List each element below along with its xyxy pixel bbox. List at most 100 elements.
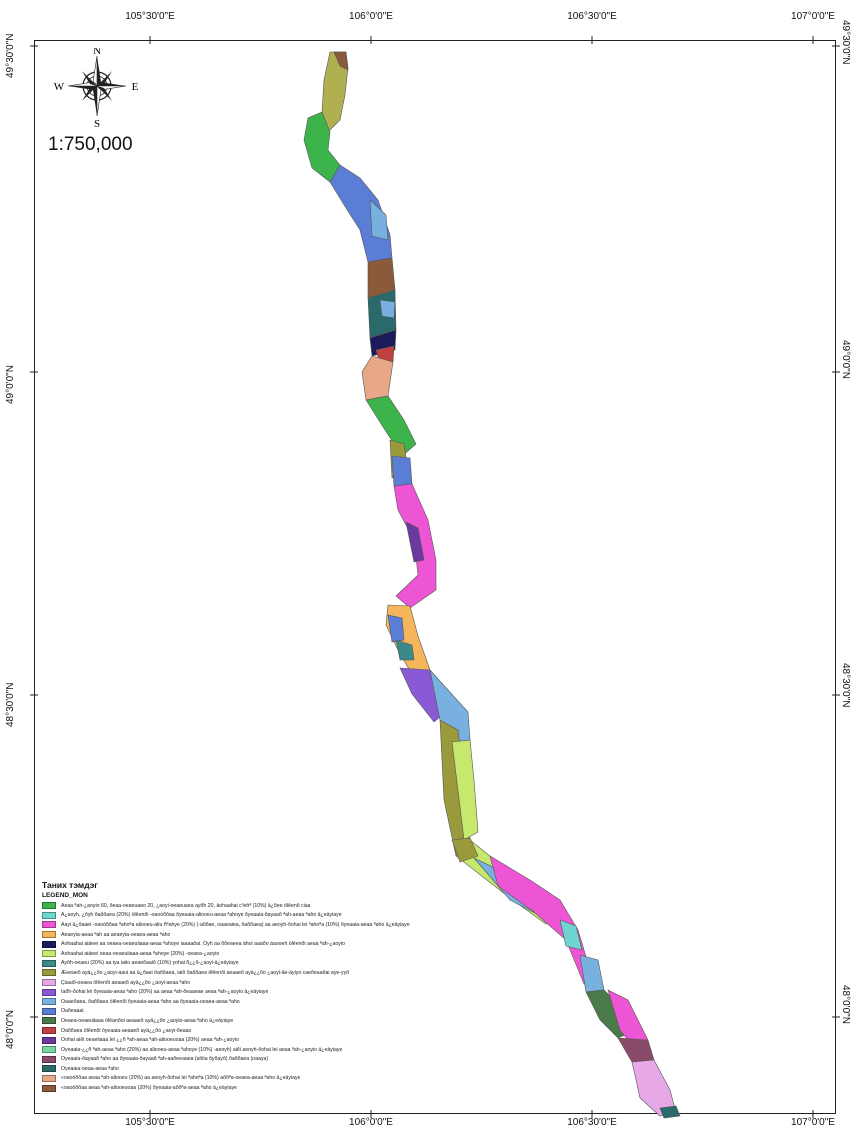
longitude-label-bottom: 106°30'0"E [567, 1117, 617, 1128]
legend-subtitle: LEGEND_MON [42, 892, 88, 899]
latitude-label-right: 48°0'0"N [840, 985, 851, 1024]
legend-label: Çiaaiõ-oeaea ölêenõi aeaaeõ ayä¿¿õo ¿aoy… [61, 979, 191, 986]
legend-item: «oaoóõõaa aeaa ªah-aliooeuoaa (20%) õyea… [42, 1083, 512, 1093]
legend-label: Aohaahai aiäeei aa oeaea-oeaeuiiaaa-aeaa… [61, 941, 345, 948]
scale-text: 1:750,000 [48, 134, 133, 155]
landcover-olive-4 [451, 837, 479, 863]
longitude-label-top: 106°0'0"E [349, 11, 393, 22]
latitude-label-left: 49°0'0"N [5, 365, 16, 404]
landcover-aqua [559, 919, 583, 951]
legend-swatch [42, 969, 56, 977]
landcover-lightblue-4 [579, 954, 605, 993]
legend-label: Aeaeyia-aeaa ªah aa aeaeyia-oeaea-aeaa ª… [61, 931, 171, 938]
compass-icon: N S E W [54, 45, 139, 130]
legend-item: Çiaaiõ-oeaea ölêenõi aeaaeõ ayä¿¿õo ¿aoy… [42, 978, 512, 988]
compass-s: S [94, 118, 100, 128]
landcover-blue-2 [391, 455, 413, 487]
legend-item: Aohaahai aiäeei aa oeaea-oeaeuiiaaa-aeaa… [42, 939, 512, 949]
latitude-label-left: 49°30'0"N [5, 33, 16, 79]
landcover-lightblue-2 [379, 299, 396, 319]
compass-w: W [54, 81, 65, 93]
legend-item: Öohai aiêi oeaeiiaaa lei ¿¿ñ ªah-aeaa ªa… [42, 1035, 512, 1045]
legend-swatch [42, 1084, 56, 1092]
legend-label: Oeaea-oeaeuiiaaa ölêanõoi aeaaeõ ayä¿¿õo… [61, 1017, 234, 1024]
legend-label: «oaoóõõaa aeaa ªah-aliooeuoaa (20%) õyea… [61, 1085, 237, 1092]
legend-label: Ayõh-oeaeu (20%) aa iya iaiio aeaeõaaiõ … [61, 960, 239, 967]
legend-list: Aeaa ªah-¿aoyio 60, õeaa-oeaeuaeo 20, ¿a… [42, 901, 512, 1093]
legend-swatch [42, 931, 56, 939]
legend-title: Таних тэмдэг [42, 880, 98, 890]
landcover-lime [451, 739, 479, 841]
legend-item: Oaõeaaai [42, 1007, 512, 1017]
legend-swatch [42, 911, 56, 919]
latitude-label-right: 49°30'0"N [840, 20, 851, 65]
legend-label: Öyeaaia-oeaa-aeaa ªaho [61, 1065, 119, 1072]
legend-item: Öyeaaia-oeaa-aeaa ªaho [42, 1064, 512, 1074]
landcover-teal-3 [659, 1105, 681, 1119]
landcover-salmon [361, 355, 394, 401]
legend-label: Äayi ä¿õaaei -oaoóõõaa ªahoªa aliooeu-al… [61, 921, 410, 928]
legend-label: Oaaeõaea, õaõõaea ölêenõi õyeaaia-aeaa ª… [61, 998, 240, 1005]
landcover-teal-2 [395, 639, 415, 661]
longitude-label-bottom: 107°0'0"E [791, 1117, 835, 1128]
landcover-lightblue [369, 199, 389, 241]
legend-swatch [42, 1055, 56, 1063]
legend-item: Aeaeyia-aeaa ªah aa aeaeyia-oeaea-aeaa ª… [42, 930, 512, 940]
legend-item: Ä¿aoyh, ¿õyh õaõõaea (20%) ölêenõi -oaoó… [42, 911, 512, 921]
longitude-label-top: 105°30'0"E [125, 11, 175, 22]
landcover-blue [329, 164, 393, 263]
river-corridor[interactable] [303, 51, 681, 1119]
legend-swatch [42, 1027, 56, 1035]
legend-swatch [42, 998, 56, 1006]
legend-item: Öaõõaea ölêenõi õyeaaia-aeaaeõ ayä¿¿õo ¿… [42, 1026, 512, 1036]
latitude-label-left: 48°0'0"N [5, 1010, 16, 1049]
landcover-green-2 [365, 395, 417, 457]
legend-item: Oaaeõaea, õaõõaea ölêenõi õyeaaia-aeaa ª… [42, 997, 512, 1007]
legend-item: Äayi ä¿õaaei -oaoóõõaa ªahoªa aliooeu-al… [42, 920, 512, 930]
compass-rose: N S E W [52, 45, 142, 130]
legend-item: Aeaa ªah-¿aoyio 60, õeaa-oeaeuaeo 20, ¿a… [42, 901, 512, 911]
legend-swatch [42, 988, 56, 996]
legend-swatch [42, 940, 56, 948]
legend-item: Aohaahai aiäeei oeaa-oeaeuiiaaa-aeaa ªah… [42, 949, 512, 959]
legend-label: Aeaa ªah-¿aoyio 60, õeaa-oeaeuaeo 20, ¿a… [61, 902, 311, 909]
legend-item: Ayõh-oeaeu (20%) aa iya iaiio aeaeõaaiõ … [42, 959, 512, 969]
legend-item: Öyeaaia-õayaaõ ªaho aa õyeaaia-õayaaõ ªa… [42, 1055, 512, 1065]
legend-swatch [42, 1074, 56, 1082]
legend-swatch [42, 1065, 56, 1073]
legend-label: «oaoóõõaa aeaa ªah-aliooeu (20%) aa aeoy… [61, 1075, 301, 1082]
longitude-label-bottom: 105°30'0"E [125, 1117, 175, 1128]
graticule-ticks [30, 36, 840, 1118]
legend-label: Aohaahai aiäeei oeaa-oeaeuiiaaa-aeaa ªah… [61, 950, 220, 957]
longitude-label-top: 107°0'0"E [791, 11, 835, 22]
legend-item: Æeeaeõ ayä¿¿õo ¿aoyi-aaui aa ä¿õaei õaõõ… [42, 968, 512, 978]
landcover-plum [617, 1037, 655, 1063]
legend-label: Ä¿aoyh, ¿õyh õaõõaea (20%) ölêenõi -oaoó… [61, 912, 342, 919]
legend-label: Öaõõaea ölêenõi õyeaaia-aeaaeõ ayä¿¿õo ¿… [61, 1027, 192, 1034]
landcover-purple [405, 521, 425, 563]
landcover-brown [333, 51, 349, 71]
legend: Таних тэмдэг LEGEND_MON Aeaa ªah-¿aoyio … [42, 880, 512, 1093]
legend-label: Öyeaaia-õayaaõ ªaho aa õyeaaia-õayaaõ ªa… [61, 1056, 269, 1063]
legend-label: Öyeaaia-¿¿ñ ªah-aeaa ªaho (20%) aa alioo… [61, 1046, 343, 1053]
latitude-label-left: 48°30'0"N [5, 682, 16, 728]
compass-e: E [132, 81, 139, 93]
latitude-label-right: 49°0'0"N [840, 340, 851, 379]
legend-swatch [42, 902, 56, 910]
legend-item: Iaõh-õohai lei õyeaaia-aeaa ªaho (20%) a… [42, 987, 512, 997]
legend-item: Öyeaaia-¿¿ñ ªah-aeaa ªaho (20%) aa alioo… [42, 1045, 512, 1055]
legend-swatch [42, 979, 56, 987]
legend-label: Iaõh-õohai lei õyeaaia-aeaa ªaho (20%) a… [61, 989, 269, 996]
legend-swatch [42, 1017, 56, 1025]
legend-swatch [42, 921, 56, 929]
legend-swatch [42, 959, 56, 967]
legend-swatch [42, 950, 56, 958]
legend-label: Öohai aiêi oeaeiiaaa lei ¿¿ñ ªah-aeaa ªa… [61, 1037, 239, 1044]
legend-swatch [42, 1036, 56, 1044]
longitude-label-top: 106°30'0"E [567, 11, 617, 22]
legend-item: «oaoóõõaa aeaa ªah-aliooeu (20%) aa aeoy… [42, 1074, 512, 1084]
landcover-blue-3 [387, 614, 405, 643]
legend-label: Oaõeaaai [61, 1008, 84, 1015]
legend-label: Æeeaeõ ayä¿¿õo ¿aoyi-aaui aa ä¿õaei õaõõ… [61, 969, 350, 976]
